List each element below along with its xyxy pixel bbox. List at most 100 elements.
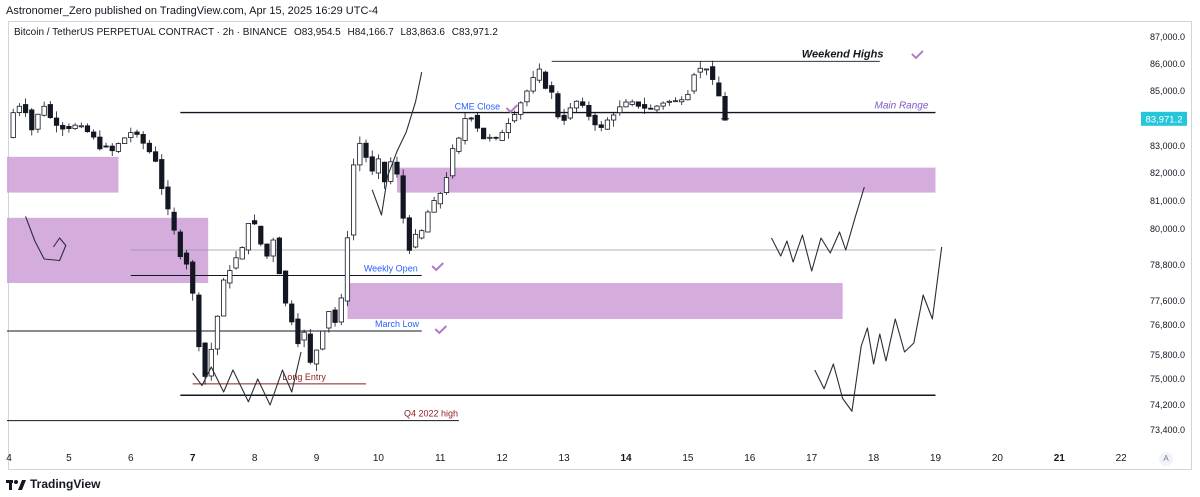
- candle-body: [561, 114, 567, 121]
- candle-body: [177, 231, 183, 257]
- candle-body: [580, 101, 586, 106]
- candle-body: [697, 67, 703, 73]
- candle-body: [35, 113, 41, 130]
- candles-group: [10, 60, 728, 385]
- tradingview-brand: TradingView: [6, 477, 100, 491]
- x-axis-tick-label: 7: [190, 453, 196, 464]
- check-mark-icon: [505, 104, 519, 114]
- candle-body: [443, 177, 450, 194]
- candle-body: [128, 132, 134, 139]
- candle-body: [233, 257, 239, 269]
- candle-body: [227, 270, 233, 284]
- candle-body: [536, 68, 542, 81]
- candle-body: [122, 137, 128, 144]
- projection-curve: [814, 246, 943, 412]
- candle-body: [629, 101, 635, 105]
- candle-body: [109, 145, 115, 152]
- current-price-badge: [1141, 111, 1187, 126]
- current-price-label: 83,971.2: [1146, 114, 1183, 125]
- supply-demand-zone: [396, 167, 936, 193]
- candle-body: [326, 311, 332, 329]
- candle-body: [60, 124, 66, 130]
- candle-body: [221, 279, 227, 317]
- level-label: CME Close: [455, 102, 501, 112]
- candle-body: [394, 161, 400, 175]
- candle-body: [208, 348, 214, 377]
- level-label: Main Range: [874, 101, 928, 112]
- candle-body: [691, 74, 697, 92]
- candle-body: [710, 66, 716, 80]
- x-axis-tick-label: 20: [992, 453, 1004, 464]
- x-axis-tick-label: 8: [252, 453, 258, 464]
- candle-body: [369, 156, 375, 172]
- y-axis-tick-label: 77,600.0: [1150, 296, 1185, 306]
- candle-body: [270, 239, 276, 257]
- x-axis-tick-label: 19: [930, 453, 942, 464]
- candle-body: [115, 143, 122, 152]
- candle-body: [295, 318, 301, 345]
- candle-body: [573, 100, 580, 109]
- y-axis-tick-label: 75,000.0: [1150, 374, 1185, 384]
- candle-body: [487, 136, 493, 139]
- candle-body: [66, 126, 72, 129]
- projection-curve: [770, 186, 865, 272]
- candle-body: [202, 342, 208, 377]
- level-label: March Low: [375, 319, 420, 329]
- candle-body: [716, 82, 722, 97]
- level-label: Long Entry: [282, 372, 326, 382]
- candle-body: [196, 294, 202, 348]
- candle-body: [159, 159, 165, 190]
- candle-body: [301, 331, 307, 341]
- candle-body: [140, 134, 146, 144]
- candle-body: [648, 107, 654, 110]
- candle-body: [29, 109, 35, 131]
- candle-body: [685, 93, 691, 101]
- candle-body: [635, 101, 641, 107]
- x-axis-tick-label: 14: [620, 453, 632, 464]
- candle-body: [549, 85, 555, 93]
- candle-body: [320, 330, 326, 350]
- candle-body: [16, 105, 22, 114]
- candle-body: [10, 112, 16, 138]
- ohlc-low: L83,863.6: [400, 27, 445, 38]
- candle-body: [22, 104, 29, 114]
- candle-body: [351, 164, 357, 236]
- candle-body: [165, 186, 171, 210]
- candle-body: [456, 137, 462, 152]
- check-mark-icon: [434, 325, 448, 335]
- candle-body: [381, 161, 388, 183]
- candle-body: [660, 102, 666, 107]
- projection-curve: [25, 216, 67, 262]
- y-axis-tick-label: 76,800.0: [1150, 320, 1185, 330]
- candle-body: [363, 142, 369, 158]
- tradingview-logo-icon: [6, 480, 26, 490]
- y-axis-tick-label: 74,200.0: [1150, 400, 1185, 410]
- candle-body: [388, 161, 394, 182]
- y-axis-tick-label: 80,000.0: [1150, 224, 1185, 234]
- y-axis-tick-label: 78,800.0: [1150, 260, 1185, 270]
- x-axis-tick-label: 12: [497, 453, 509, 464]
- candle-body: [357, 143, 363, 166]
- publisher-caption: Astronomer_Zero published on TradingView…: [6, 5, 379, 17]
- candle-body: [84, 125, 91, 133]
- candle-body: [171, 211, 177, 231]
- candle-body: [258, 225, 264, 245]
- y-axis-tick-label: 81,000.0: [1150, 196, 1185, 206]
- candle-body: [419, 230, 425, 239]
- auto-scale-button[interactable]: A: [1159, 452, 1173, 466]
- x-axis-tick-label: 10: [373, 453, 385, 464]
- candle-body: [245, 223, 252, 251]
- candle-body: [344, 237, 351, 302]
- candle-body: [425, 211, 431, 233]
- candle-body: [679, 99, 685, 103]
- candle-body: [611, 114, 617, 121]
- x-axis-tick-label: 6: [128, 453, 134, 464]
- y-axis-tick-label: 73,400.0: [1150, 425, 1185, 435]
- y-axis-tick-label: 87,000.0: [1150, 32, 1185, 42]
- ohlc-high: H84,166.7: [347, 27, 394, 38]
- candle-body: [214, 315, 221, 350]
- symbol-title[interactable]: Bitcoin / TetherUS PERPETUAL CONTRACT · …: [14, 27, 288, 38]
- candle-body: [703, 68, 710, 71]
- candle-body: [146, 142, 152, 153]
